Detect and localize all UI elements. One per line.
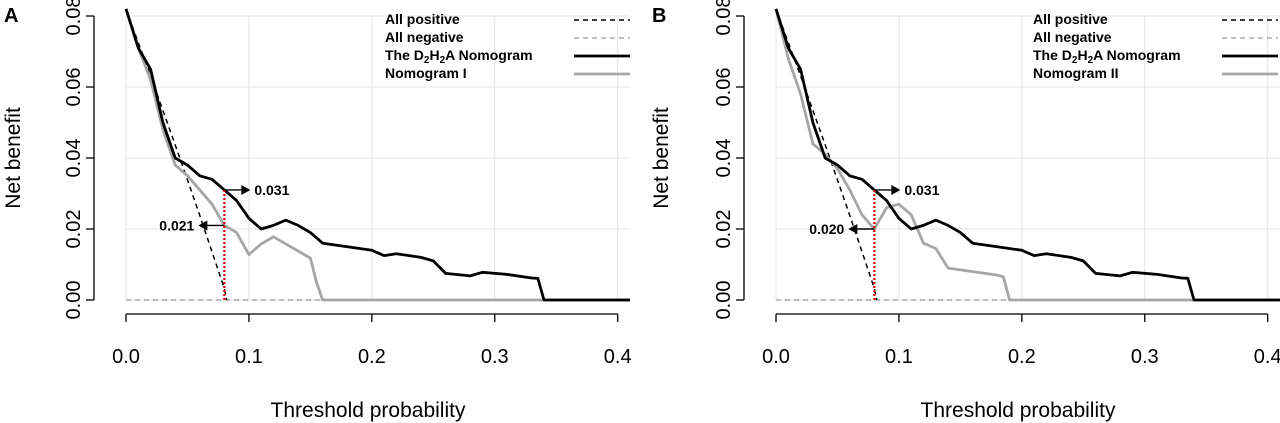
y-tick-label: 0.06 bbox=[713, 68, 735, 107]
legend-entry-nomogram-ii: Nomogram II bbox=[1033, 65, 1119, 81]
y-tick-label: 0.08 bbox=[63, 0, 85, 35]
annotation-upper-value: 0.031 bbox=[254, 182, 289, 198]
y-tick-label: 0.04 bbox=[63, 139, 85, 178]
legend-text-part: 2 bbox=[424, 55, 430, 66]
x-tick-label: 0.0 bbox=[112, 346, 140, 368]
annotation-lower-value: 0.021 bbox=[159, 217, 194, 233]
x-tick-label: 0.1 bbox=[235, 346, 263, 368]
x-tick-label: 0.3 bbox=[1131, 346, 1159, 368]
legend-entry-d2h2a-nomogram: The D2H2A Nomogram bbox=[385, 47, 533, 66]
x-tick-label: 0.1 bbox=[885, 346, 913, 368]
legend-entry-all-positive: All positive bbox=[1033, 11, 1108, 27]
series-line-nomogram-ii bbox=[774, 8, 1280, 302]
y-tick-label: 0.04 bbox=[713, 139, 735, 178]
legend-text-part: The D bbox=[1033, 47, 1072, 63]
legend-text-part: 2 bbox=[1088, 55, 1094, 66]
arrow-upper-head-icon bbox=[891, 184, 901, 195]
y-axis-label: Net benefit bbox=[2, 107, 25, 209]
annotation-lower-value: 0.020 bbox=[809, 221, 844, 237]
arrow-lower-head-icon bbox=[198, 220, 208, 231]
axes: 0.00 0.02 0.04 0.06 0.08 0.0 0.1 0.2 0.3 0.4 Thres… bbox=[2, 0, 632, 422]
legend-text-part: A Nomogram bbox=[445, 47, 532, 63]
arrow-lower-head-icon bbox=[848, 224, 858, 234]
x-tick-label: 0.4 bbox=[604, 346, 632, 368]
arrow-upper-head-icon bbox=[241, 184, 251, 195]
legend-text-part: All negative bbox=[385, 29, 464, 45]
y-axis-label: Net benefit bbox=[650, 107, 673, 209]
legend-entry-all-negative: All negative bbox=[385, 29, 464, 45]
y-tick-label: 0.02 bbox=[713, 210, 735, 249]
legend-text-part: All positive bbox=[385, 11, 460, 27]
gridlines bbox=[775, 15, 1280, 301]
threshold-annotation: 0.031 0.021 bbox=[159, 182, 290, 300]
legend-text-part: All negative bbox=[1033, 29, 1112, 45]
legend-entry-d2h2a-nomogram: The D2H2A Nomogram bbox=[1033, 47, 1181, 66]
y-tick-label: 0.06 bbox=[63, 68, 85, 107]
gridlines bbox=[125, 15, 630, 301]
series-line-d2h2a-nomogram bbox=[124, 8, 630, 302]
legend-entry-all-negative: All negative bbox=[1033, 29, 1112, 45]
series-lines bbox=[124, 8, 630, 302]
legend-text-part: Nomogram I bbox=[385, 65, 467, 81]
x-axis-label: Threshold probability bbox=[271, 399, 466, 422]
x-tick-label: 0.3 bbox=[481, 346, 509, 368]
legend-entry-all-positive: All positive bbox=[385, 11, 460, 27]
series-line-d2h2a-nomogram bbox=[774, 8, 1280, 302]
legend-entry-nomogram-i: Nomogram I bbox=[385, 65, 467, 81]
x-tick-label: 0.2 bbox=[358, 346, 386, 368]
axes: 0.00 0.02 0.04 0.06 0.08 0.0 0.1 0.2 0.3 0.4 Thres… bbox=[650, 0, 1280, 422]
y-tick-label: 0.08 bbox=[713, 0, 735, 35]
y-tick-label: 0.02 bbox=[63, 210, 85, 249]
threshold-annotation: 0.031 0.020 bbox=[809, 182, 940, 300]
legend-text-part: 2 bbox=[440, 55, 446, 66]
panel-a: A 0.00 0.02 0.04 0.06 0.08 0.0 0.1 0.2 0.3 0.4 Thre… bbox=[2, 0, 632, 422]
legend-text-part: 2 bbox=[1072, 55, 1078, 66]
legend-text-part: H bbox=[429, 47, 439, 63]
x-tick-label: 0.0 bbox=[762, 346, 790, 368]
legend-text-part: A Nomogram bbox=[1093, 47, 1180, 63]
x-tick-label: 0.4 bbox=[1254, 346, 1280, 368]
panel-b: B 0.00 0.02 0.04 0.06 0.08 0.0 0.1 0.2 0.3 0.4 Thre… bbox=[650, 0, 1280, 422]
legend-text-part: Nomogram II bbox=[1033, 65, 1119, 81]
legend-text-part: All positive bbox=[1033, 11, 1108, 27]
legend-text-part: The D bbox=[385, 47, 424, 63]
panel-letter: A bbox=[4, 5, 18, 27]
series-line-nomogram-i bbox=[124, 8, 630, 302]
y-tick-label: 0.00 bbox=[63, 281, 85, 320]
legend-text-part: H bbox=[1077, 47, 1087, 63]
x-tick-label: 0.2 bbox=[1008, 346, 1036, 368]
panel-letter: B bbox=[652, 5, 666, 27]
series-lines bbox=[774, 8, 1280, 302]
annotation-upper-value: 0.031 bbox=[904, 182, 939, 198]
x-axis-label: Threshold probability bbox=[921, 399, 1116, 422]
y-tick-label: 0.00 bbox=[713, 281, 735, 320]
